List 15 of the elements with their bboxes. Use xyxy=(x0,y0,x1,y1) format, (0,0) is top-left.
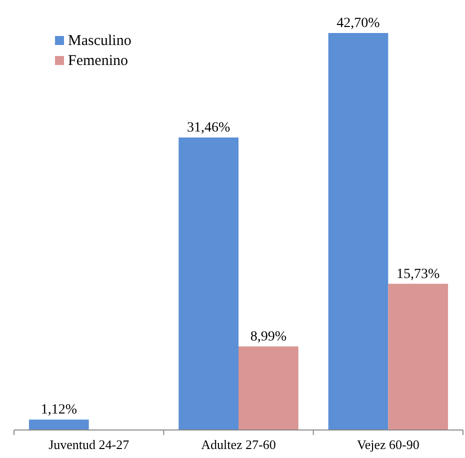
data-label: 1,12% xyxy=(40,402,78,418)
bar xyxy=(388,284,448,430)
bar xyxy=(328,33,388,430)
legend-label: Masculino xyxy=(68,33,132,49)
data-label: 42,70% xyxy=(336,16,380,31)
bar xyxy=(178,138,238,430)
x-tick-label: Adultez 27-60 xyxy=(201,437,276,452)
legend-label: Femenino xyxy=(68,53,128,69)
data-label: 8,99% xyxy=(250,329,287,344)
bar xyxy=(238,346,298,430)
x-tick-label: Vejez 60-90 xyxy=(356,437,420,452)
x-tick-label: Juventud 24-27 xyxy=(48,437,130,452)
data-label: 31,46% xyxy=(186,120,230,136)
data-label: 15,73% xyxy=(396,266,440,282)
bar xyxy=(28,420,89,430)
